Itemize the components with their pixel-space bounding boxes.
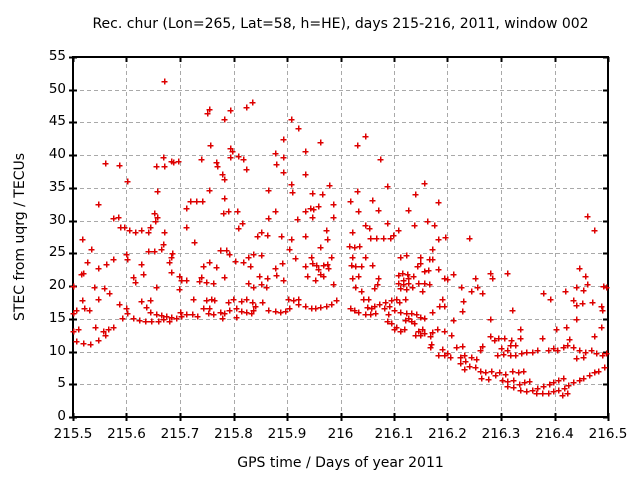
x-tick-label: 216.3 [481, 426, 521, 442]
x-tick-label: 215.8 [214, 426, 253, 442]
y-tick-label: 55 [48, 48, 66, 64]
x-tick-label: 215.9 [267, 426, 307, 442]
x-tick-label: 215.5 [53, 426, 93, 442]
y-tick-label: 50 [48, 80, 66, 97]
y-tick-label: 0 [57, 408, 66, 424]
x-tick-label: 216.1 [374, 426, 414, 442]
y-tick-label: 40 [48, 146, 66, 163]
x-tick-label: 216.4 [535, 426, 574, 442]
y-tick-label: 20 [48, 277, 66, 294]
x-axis-label: GPS time / Days of year 2011 [237, 455, 444, 471]
chart-title: Rec. chur (Lon=265, Lat=58, h=HE), days … [92, 16, 589, 32]
y-tick-label: 25 [48, 244, 66, 261]
x-tick-label: 215.6 [107, 426, 146, 442]
y-tick-label: 35 [48, 178, 66, 195]
x-tick-label: 216.2 [428, 426, 467, 442]
y-tick-label: 15 [48, 309, 66, 326]
y-tick-label: 10 [48, 342, 66, 359]
y-tick-label: 5 [57, 375, 66, 392]
y-tick-label: 30 [48, 211, 66, 228]
x-tick-label: 215.7 [160, 426, 200, 442]
x-tick-label: 216.5 [588, 426, 628, 442]
x-tick-label: 216 [327, 426, 354, 442]
y-tick-label: 45 [48, 113, 66, 130]
